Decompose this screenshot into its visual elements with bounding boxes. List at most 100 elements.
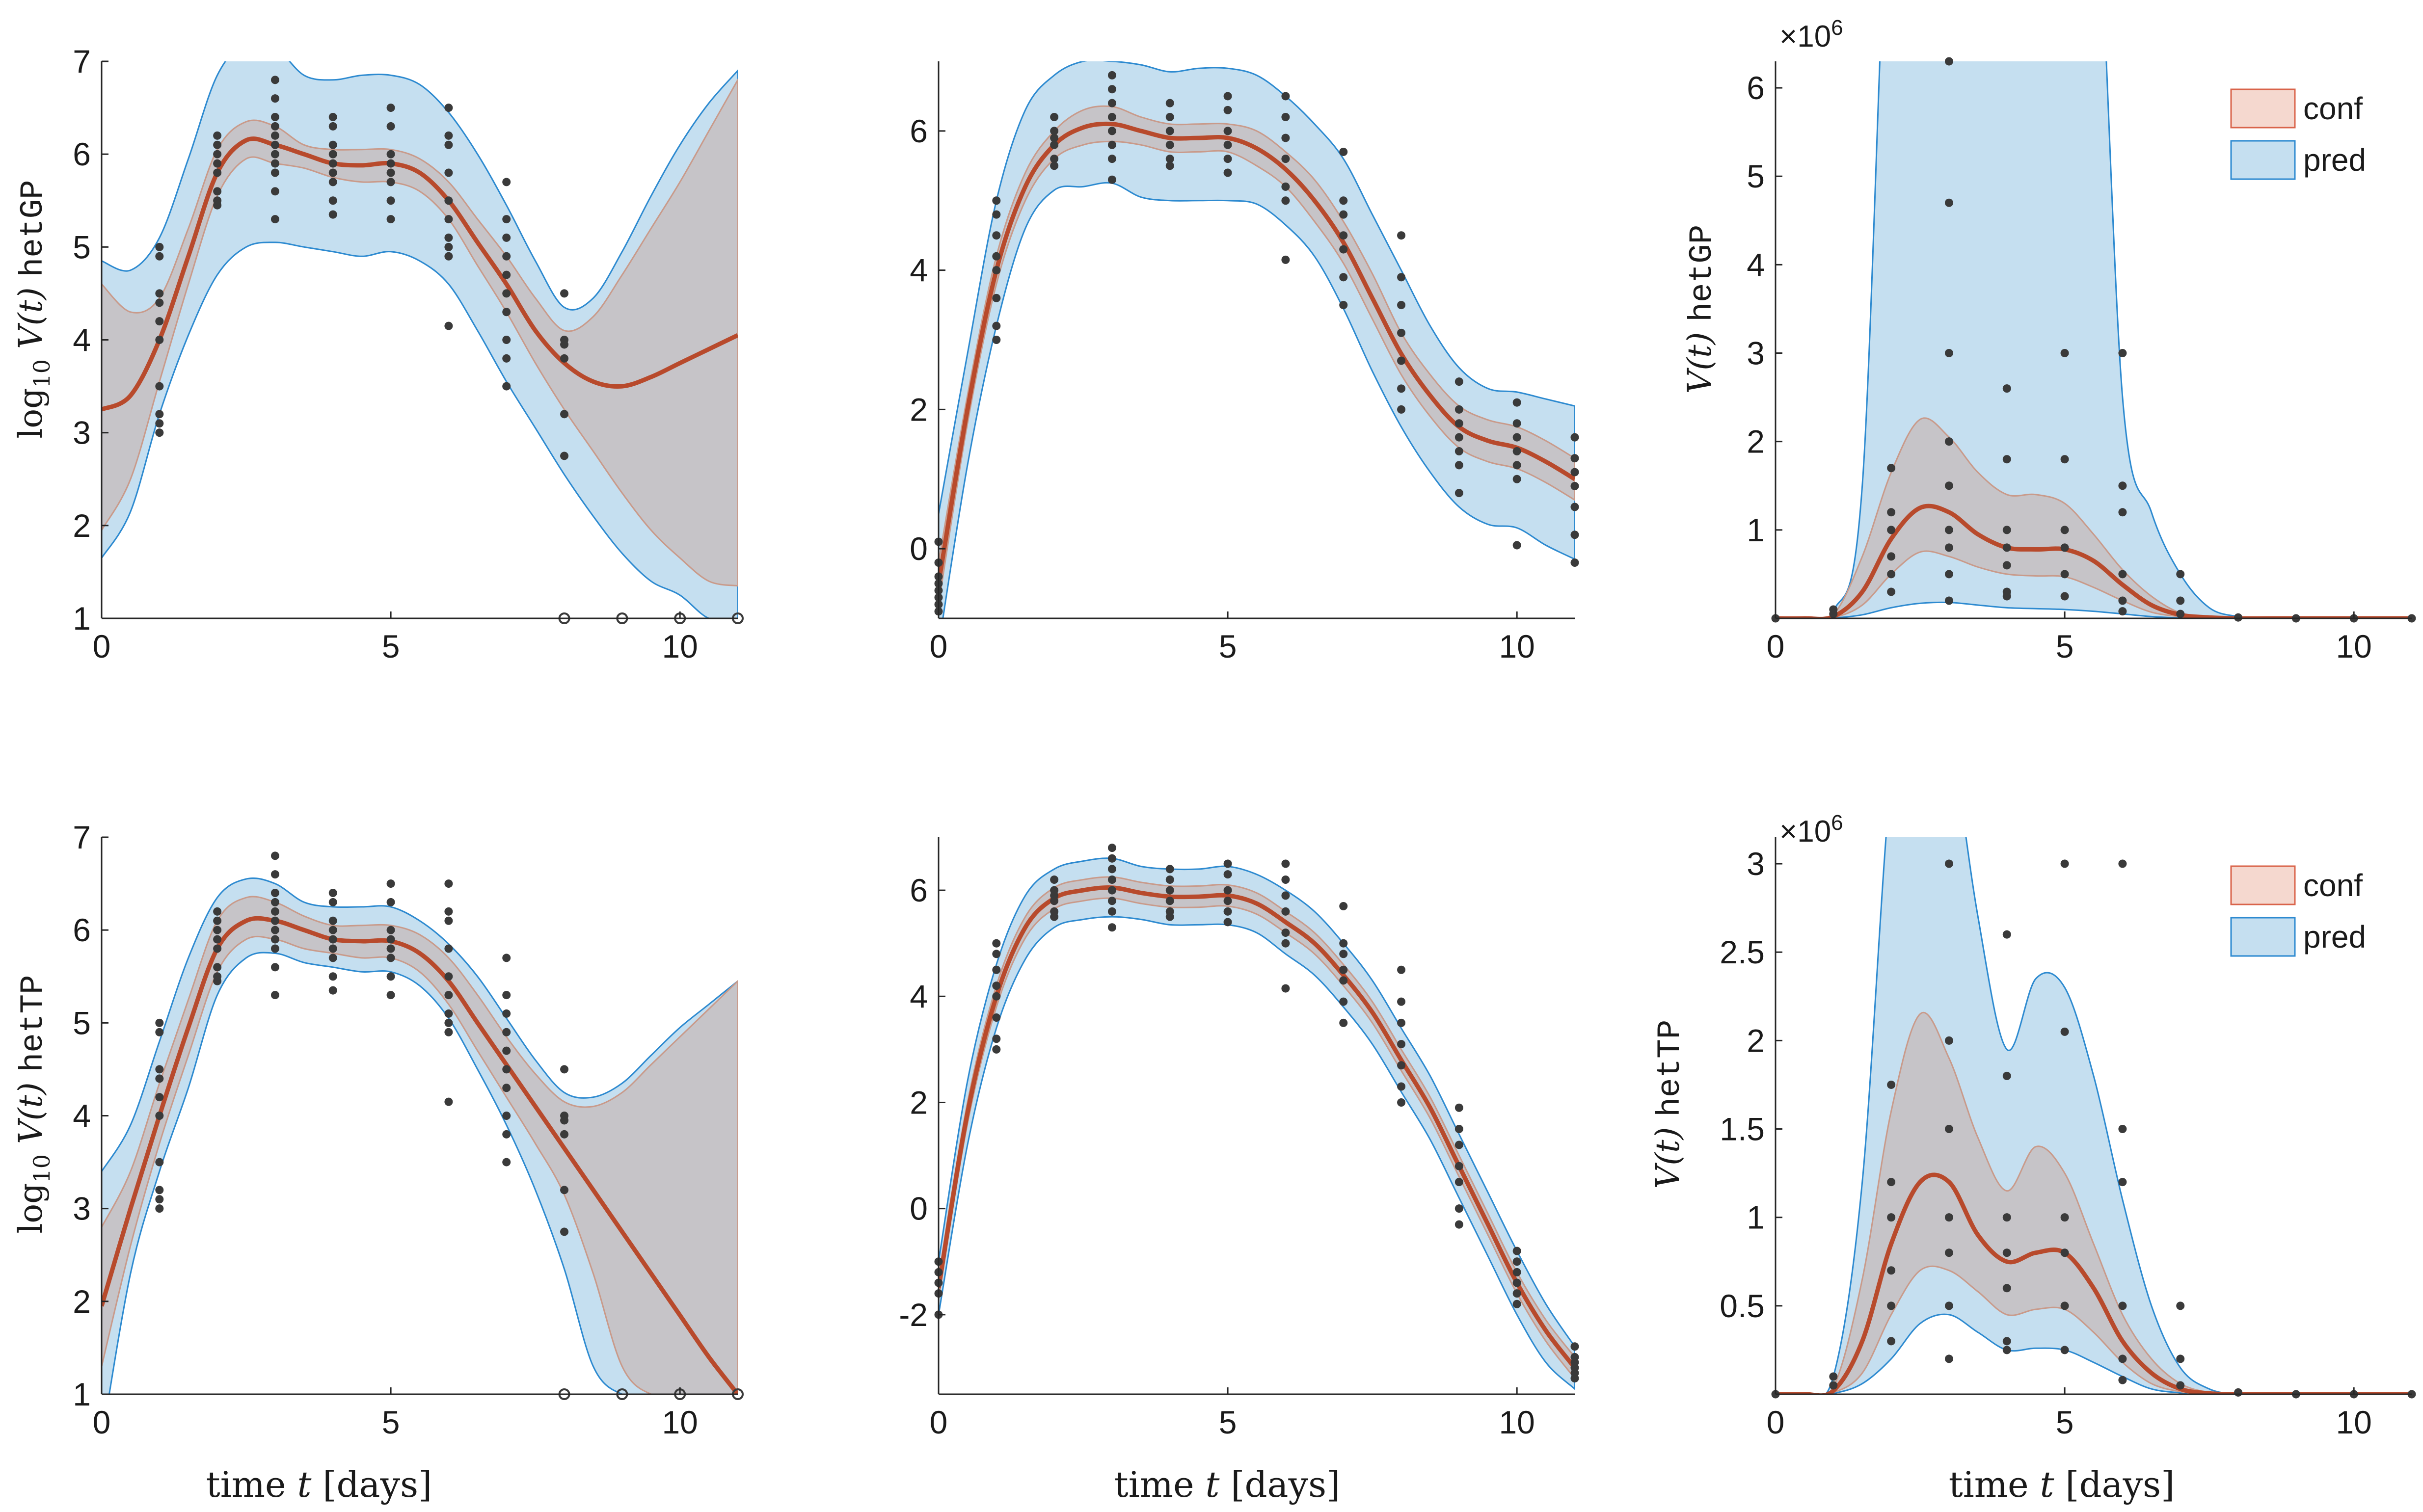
y-tick-label: 2: [73, 1283, 91, 1320]
data-point: [1944, 1036, 1953, 1045]
ylabel-row2-col1: log10 V(t) hetTP: [12, 975, 55, 1233]
data-point: [1107, 99, 1116, 107]
data-point: [270, 870, 279, 879]
data-point: [1165, 875, 1174, 884]
data-point: [1339, 196, 1348, 205]
data-point: [2118, 1354, 2127, 1363]
data-point: [213, 140, 222, 149]
x-tick-label: 10: [662, 1404, 698, 1440]
data-point: [1339, 1018, 1348, 1027]
pred-band: [102, 877, 738, 1394]
data-point: [1107, 897, 1116, 905]
data-point: [992, 992, 1001, 1001]
data-point: [2002, 1213, 2011, 1222]
data-point: [1339, 301, 1348, 310]
data-point: [270, 991, 279, 1000]
ylabel-vt: V(t): [1649, 1117, 1687, 1189]
data-point: [1944, 1213, 1953, 1222]
data-point: [2234, 613, 2243, 622]
ylabel-vt: V(t): [12, 1072, 50, 1154]
data-point: [502, 308, 511, 317]
data-point: [992, 252, 1001, 261]
data-point: [1223, 870, 1232, 879]
data-point: [1397, 328, 1406, 337]
xlabel-suffix: [days]: [2054, 1464, 2175, 1505]
data-point: [270, 851, 279, 860]
y-tick-label: 2: [73, 507, 91, 544]
xlabel-col2: time t [days]: [1114, 1464, 1340, 1505]
data-point: [560, 340, 569, 349]
y-tick-label: 6: [73, 136, 91, 172]
data-point: [1281, 939, 1290, 948]
data-point: [1570, 1374, 1579, 1383]
data-point: [1887, 1337, 1896, 1346]
data-point: [444, 140, 453, 149]
data-point: [155, 1158, 164, 1167]
data-point: [1887, 570, 1896, 579]
y-tick-label: 4: [910, 978, 928, 1014]
data-point: [502, 354, 511, 363]
data-point: [386, 879, 395, 888]
data-point: [1512, 475, 1521, 483]
data-point: [2118, 607, 2127, 616]
data-point: [992, 1013, 1001, 1022]
data-point: [1512, 1289, 1521, 1298]
data-point: [1339, 210, 1348, 219]
data-point: [2060, 543, 2069, 552]
data-point: [560, 289, 569, 298]
chart-panel-2: 0 5 10 0 2 4 6: [910, 61, 1579, 664]
data-point: [1339, 950, 1348, 958]
data-point: [213, 963, 222, 972]
data-point: [444, 1028, 453, 1036]
mean-line: [102, 136, 738, 412]
data-point: [1454, 461, 1463, 470]
ylabel-model: hetGP: [15, 180, 52, 277]
data-point: [1281, 133, 1290, 142]
data-point: [1165, 886, 1174, 895]
data-point: [1512, 1268, 1521, 1276]
data-point: [1223, 168, 1232, 177]
y-tick-label: 7: [73, 43, 91, 80]
x-tick-label: 10: [2336, 628, 2371, 664]
data-point: [1454, 1141, 1463, 1149]
y-tick-label: 0: [910, 531, 928, 567]
data-point: [1107, 923, 1116, 932]
data-point: [444, 104, 453, 112]
data-point: [1223, 897, 1232, 905]
data-point: [270, 935, 279, 944]
data-point: [444, 321, 453, 330]
y-tick-label: -2: [899, 1297, 928, 1333]
data-point: [444, 168, 453, 177]
data-point: [1339, 245, 1348, 254]
data-point: [2118, 481, 2127, 490]
y-tick-label: 5: [73, 1005, 91, 1041]
data-point: [1281, 182, 1290, 191]
data-point: [328, 916, 337, 925]
data-point: [328, 972, 337, 981]
exponent-prefix: ×10: [1779, 815, 1831, 849]
x-tick-label: 0: [930, 628, 948, 664]
conf-band: [102, 78, 738, 587]
data-point: [2118, 1376, 2127, 1384]
data-point: [444, 879, 453, 888]
data-point: [444, 242, 453, 251]
data-point: [1165, 99, 1174, 107]
data-point: [155, 298, 164, 307]
data-point: [2176, 596, 2185, 605]
data-point: [213, 187, 222, 196]
data-point: [2002, 930, 2011, 939]
data-point: [155, 419, 164, 428]
xlabel-prefix: time: [1949, 1464, 2040, 1505]
data-point: [2060, 1213, 2069, 1222]
data-point: [386, 935, 395, 944]
data-point: [1050, 113, 1059, 121]
chart-panel-4: 0 5 10 1 2 3 4 5 6 7: [73, 819, 744, 1440]
data-point: [992, 321, 1001, 330]
data-point: [1223, 140, 1232, 149]
data-point: [1050, 875, 1059, 884]
ylabel-model: hetGP: [1684, 225, 1721, 322]
data-point: [2118, 596, 2127, 605]
data-point: [1512, 1247, 1521, 1255]
x-tick-label: 0: [93, 628, 111, 664]
y-tick-label: 1: [1747, 1199, 1765, 1236]
